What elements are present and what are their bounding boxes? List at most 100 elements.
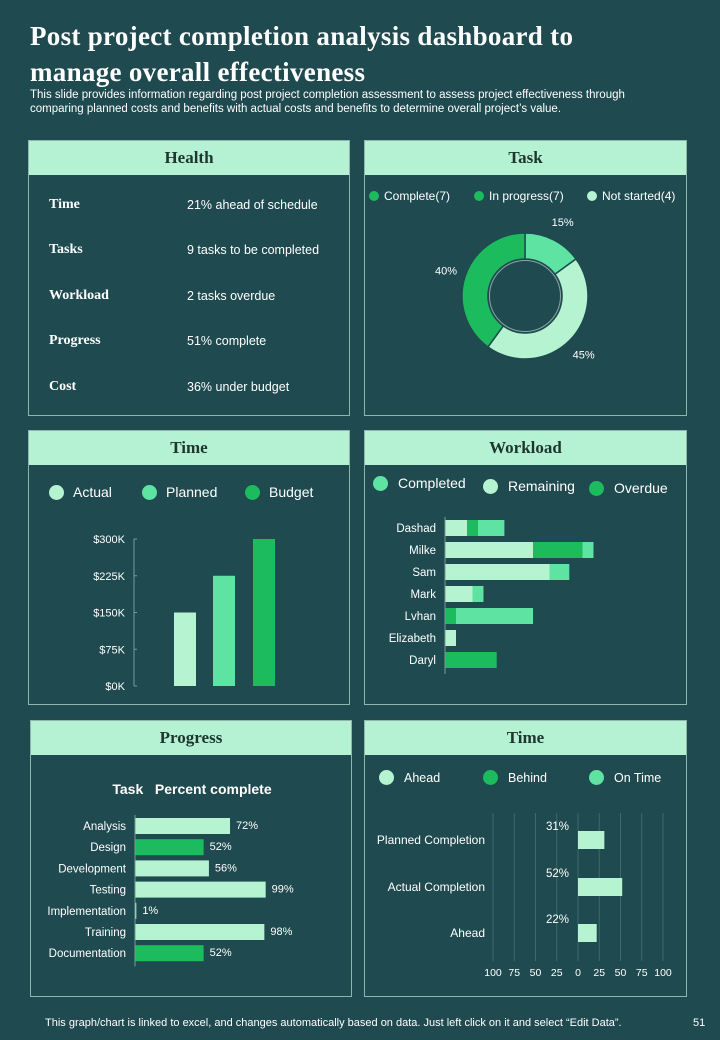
legend-dot-icon [373, 475, 388, 491]
bar-segment-completed [472, 586, 484, 602]
health-label-tasks: Tasks [49, 242, 83, 257]
completion-legend-behind: Behind [483, 770, 547, 785]
health-label-workload: Workload [49, 288, 109, 303]
completion-bar [578, 878, 623, 896]
health-label-progress: Progress [49, 333, 101, 348]
category-label: Design [90, 842, 126, 854]
value-label: 1% [142, 905, 158, 917]
workload-legend-remaining: Remaining [483, 478, 575, 494]
legend-label: Ahead [404, 770, 441, 785]
legend-label: Completed [398, 475, 466, 491]
legend-dot-icon [245, 484, 260, 500]
progress-panel: Progress Task Percent complete Analysis 7… [30, 720, 352, 997]
time-legend-actual: Actual [49, 484, 112, 500]
value-label: 98% [270, 926, 292, 938]
category-label: Daryl [409, 655, 436, 667]
legend-label: Behind [508, 770, 547, 785]
bar-segment-remaining [445, 542, 533, 558]
health-label-cost: Cost [49, 379, 77, 394]
legend-dot-icon [589, 770, 604, 785]
bar-segment-overdue [445, 608, 456, 624]
legend-dot-icon [483, 478, 498, 494]
progress-bar [135, 945, 204, 962]
completion-bar [578, 831, 605, 849]
legend-dot-icon [49, 484, 64, 500]
task-donut-chart: 15% 45% 40% [435, 217, 595, 362]
bar-segment-remaining [445, 586, 473, 602]
category-label: Lvhan [405, 611, 436, 623]
bar-segment-overdue [445, 652, 497, 668]
category-label: Testing [90, 885, 126, 897]
value-label: 52% [210, 947, 232, 959]
time-legend-budget: Budget [245, 484, 313, 500]
category-label: Training [85, 927, 126, 939]
legend-label: Actual [73, 484, 112, 500]
task-legend-not-started: Not started(4) [587, 189, 675, 203]
progress-task-heading: Task [112, 781, 144, 797]
category-label: Analysis [83, 821, 126, 833]
bar-segment-remaining [445, 630, 456, 646]
workload-legend-overdue: Overdue [589, 480, 668, 496]
task-header: Task [365, 141, 686, 175]
value-label: 99% [272, 884, 294, 896]
title-line-2: manage overall effectiveness [30, 57, 366, 87]
progress-bar [135, 902, 137, 919]
time-cost-bar-chart: $0K $75K $150K $225K $300K [93, 534, 275, 693]
progress-header: Progress [31, 721, 351, 755]
category-label: Sam [412, 567, 436, 579]
x-tick-label: 50 [530, 967, 542, 979]
donut-slice-label: 40% [435, 265, 457, 277]
donut-slice-label: 45% [573, 350, 595, 362]
bar-segment-overdue [533, 542, 583, 558]
legend-dot-icon [142, 484, 157, 500]
task-panel: Task Complete(7) In progress(7) Not star… [364, 140, 687, 416]
subtitle-line-1: This slide provides information regardin… [30, 89, 625, 101]
legend-dot-icon [483, 770, 498, 785]
health-value-cost: 36% under budget [187, 380, 290, 394]
y-tick-label: $0K [105, 681, 125, 693]
workload-header: Workload [365, 431, 686, 465]
category-label: Implementation [47, 906, 126, 918]
bar-segment-overdue [467, 520, 478, 536]
legend-dot-icon [587, 191, 597, 201]
title-line-1: Post project completion analysis dashboa… [30, 21, 574, 51]
progress-bar-chart: Analysis 72% Design 52% Development 56% Testin… [47, 815, 294, 967]
category-label: Dashad [396, 523, 436, 535]
donut-slice-label: 15% [552, 217, 574, 229]
bar-segment-completed [478, 520, 505, 536]
x-tick-label: 100 [654, 967, 672, 979]
progress-bar [135, 924, 265, 940]
category-label: Planned Completion [377, 833, 485, 847]
legend-label: Remaining [508, 478, 575, 494]
x-tick-label: 50 [615, 967, 627, 979]
bar-planned [213, 575, 235, 686]
page-subtitle: This slide provides information regardin… [30, 88, 690, 116]
subtitle-line-2: comparing planned costs and benefits wit… [30, 103, 562, 115]
page-number: 51 [693, 1017, 706, 1029]
footer-note: This graph/chart is linked to excel, and… [45, 1017, 622, 1029]
y-tick-label: $75K [99, 644, 125, 656]
time-completion-panel: Time Ahead Behind On Time 100 75 50 25 0 25 50… [364, 720, 687, 997]
progress-bar [135, 839, 204, 856]
value-label: 22% [546, 914, 569, 926]
value-label: 56% [215, 862, 237, 874]
x-tick-label: 25 [551, 967, 563, 979]
category-label: Actual Completion [388, 880, 485, 894]
completion-legend-on-time: On Time [589, 770, 661, 785]
value-label: 52% [546, 868, 569, 880]
legend-label: Planned [166, 484, 218, 500]
time-completion-header: Time [365, 721, 686, 755]
progress-percent-heading: Percent complete [154, 781, 272, 797]
workload-panel: Workload Completed Remaining Overdue Das… [364, 430, 687, 705]
legend-label: In progress(7) [489, 189, 564, 203]
bar-budget [253, 539, 275, 686]
progress-bar [135, 860, 209, 877]
health-value-time: 21% ahead of schedule [187, 198, 318, 212]
donut-slice [461, 232, 526, 349]
x-tick-label: 0 [575, 967, 581, 979]
category-label: Mark [410, 589, 436, 601]
bar-segment-completed [582, 542, 594, 558]
value-label: 31% [546, 821, 569, 833]
category-label: Ahead [450, 926, 485, 940]
time-cost-header: Time [29, 431, 349, 465]
